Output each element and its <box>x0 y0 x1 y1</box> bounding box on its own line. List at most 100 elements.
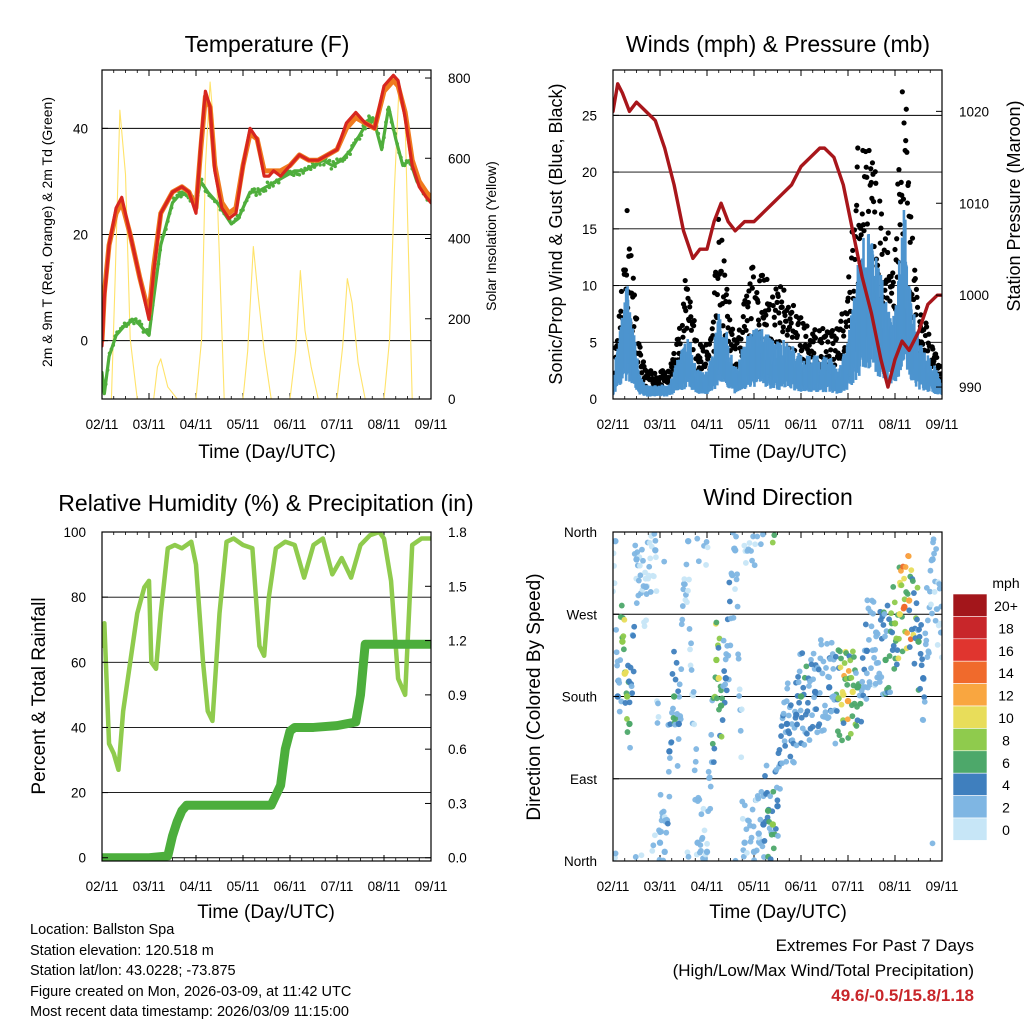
direction-point <box>815 666 822 673</box>
direction-point <box>791 759 797 766</box>
direction-point <box>675 736 682 742</box>
direction-point <box>785 712 792 719</box>
direction-point <box>917 650 924 657</box>
gust-point <box>740 314 746 320</box>
humidity-y-tick-label: 80 <box>71 590 86 605</box>
gust-point <box>776 310 782 316</box>
direction-point <box>849 713 856 720</box>
direction-point <box>770 788 777 795</box>
direction-point <box>784 685 791 692</box>
gust-point <box>812 335 819 341</box>
gust-point <box>766 307 772 313</box>
direction-point <box>671 648 677 655</box>
direction-point <box>784 680 791 687</box>
humidity-y-tick-label: 60 <box>71 655 86 670</box>
direction-core-point <box>670 693 678 700</box>
solar-y2-tick-label: 0 <box>448 392 456 407</box>
winds-x-tick-label: 03/11 <box>644 417 677 432</box>
gust-point <box>706 353 712 359</box>
direction-core-point <box>863 647 870 655</box>
gust-point <box>687 304 693 310</box>
direction-core-point <box>929 556 936 563</box>
direction-y-tick-label: South <box>562 690 597 705</box>
gust-point <box>720 323 726 329</box>
direction-point <box>906 644 913 650</box>
gust-point <box>897 222 903 228</box>
direction-point <box>810 676 816 683</box>
direction-point <box>726 579 733 586</box>
humidity-panel: Relative Humidity (%) & Precipitation (i… <box>29 490 474 923</box>
gust-point <box>770 294 776 300</box>
direction-point <box>830 665 837 672</box>
direction-point <box>620 633 627 640</box>
precip-y2-tick-label: 1.8 <box>448 525 467 540</box>
temperature-title: Temperature (F) <box>185 31 350 57</box>
direction-point <box>918 621 925 628</box>
dewpoint-point <box>175 193 179 198</box>
direction-point <box>803 730 810 737</box>
dewpoint-point <box>263 188 268 193</box>
dewpoint-point <box>265 180 270 185</box>
direction-point <box>810 650 817 657</box>
gust-point <box>757 278 763 284</box>
direction-point <box>883 628 890 635</box>
direction-point <box>690 689 697 695</box>
humidity-y-label: Percent & Total Rainfall <box>29 597 50 794</box>
direction-point <box>796 699 803 706</box>
dewpoint-point <box>387 110 392 114</box>
dewpoint-point <box>389 120 394 124</box>
dewpoint-point <box>344 155 349 160</box>
gust-point <box>631 324 637 330</box>
direction-point <box>684 599 690 606</box>
humidity-frame <box>101 531 432 862</box>
dewpoint-point <box>132 321 136 326</box>
direction-point <box>613 580 618 587</box>
gust-point <box>677 341 683 347</box>
direction-point <box>862 621 869 628</box>
dewpoint-point <box>211 196 215 201</box>
direction-core-point <box>774 802 781 810</box>
direction-point <box>801 741 808 748</box>
gust-point <box>722 272 728 278</box>
direction-core-point <box>920 675 927 682</box>
direction-point <box>725 652 732 659</box>
direction-point <box>931 589 938 595</box>
winds-x-tick-label: 06/11 <box>785 417 818 432</box>
gust-point <box>820 325 826 332</box>
direction-point <box>613 626 620 633</box>
direction-point <box>680 586 687 593</box>
direction-point <box>890 583 897 590</box>
direction-point <box>936 581 942 587</box>
gust-point <box>898 179 904 185</box>
direction-point <box>910 590 917 596</box>
direction-core-point <box>901 603 908 611</box>
colorbar-swatch <box>952 728 988 752</box>
direction-point <box>666 793 673 800</box>
direction-point <box>909 578 916 584</box>
direction-point <box>838 655 844 662</box>
direction-point <box>832 740 839 747</box>
direction-core-point <box>882 656 889 664</box>
direction-point <box>914 616 920 623</box>
gust-point <box>639 370 645 376</box>
gust-point <box>803 333 809 339</box>
direction-point <box>697 847 704 854</box>
direction-point <box>885 684 892 691</box>
dewpoint-point <box>376 131 381 136</box>
direction-point <box>809 723 816 730</box>
colorbar-label: 18 <box>998 620 1014 636</box>
gust-point <box>864 221 870 227</box>
direction-point <box>755 795 762 802</box>
gust-point <box>810 339 816 345</box>
dewpoint-point <box>367 114 371 119</box>
direction-x-tick-label: 05/11 <box>738 879 771 894</box>
dewpoint-point <box>113 334 117 338</box>
direction-point <box>711 745 718 752</box>
direction-point <box>630 632 637 639</box>
dewpoint-point <box>158 248 163 252</box>
direction-point <box>929 610 935 617</box>
direction-point <box>703 538 710 545</box>
temperature-x-label: Time (Day/UTC) <box>198 442 336 463</box>
direction-core-point <box>694 839 701 846</box>
precip-y2-tick-label: 0.0 <box>448 851 467 866</box>
